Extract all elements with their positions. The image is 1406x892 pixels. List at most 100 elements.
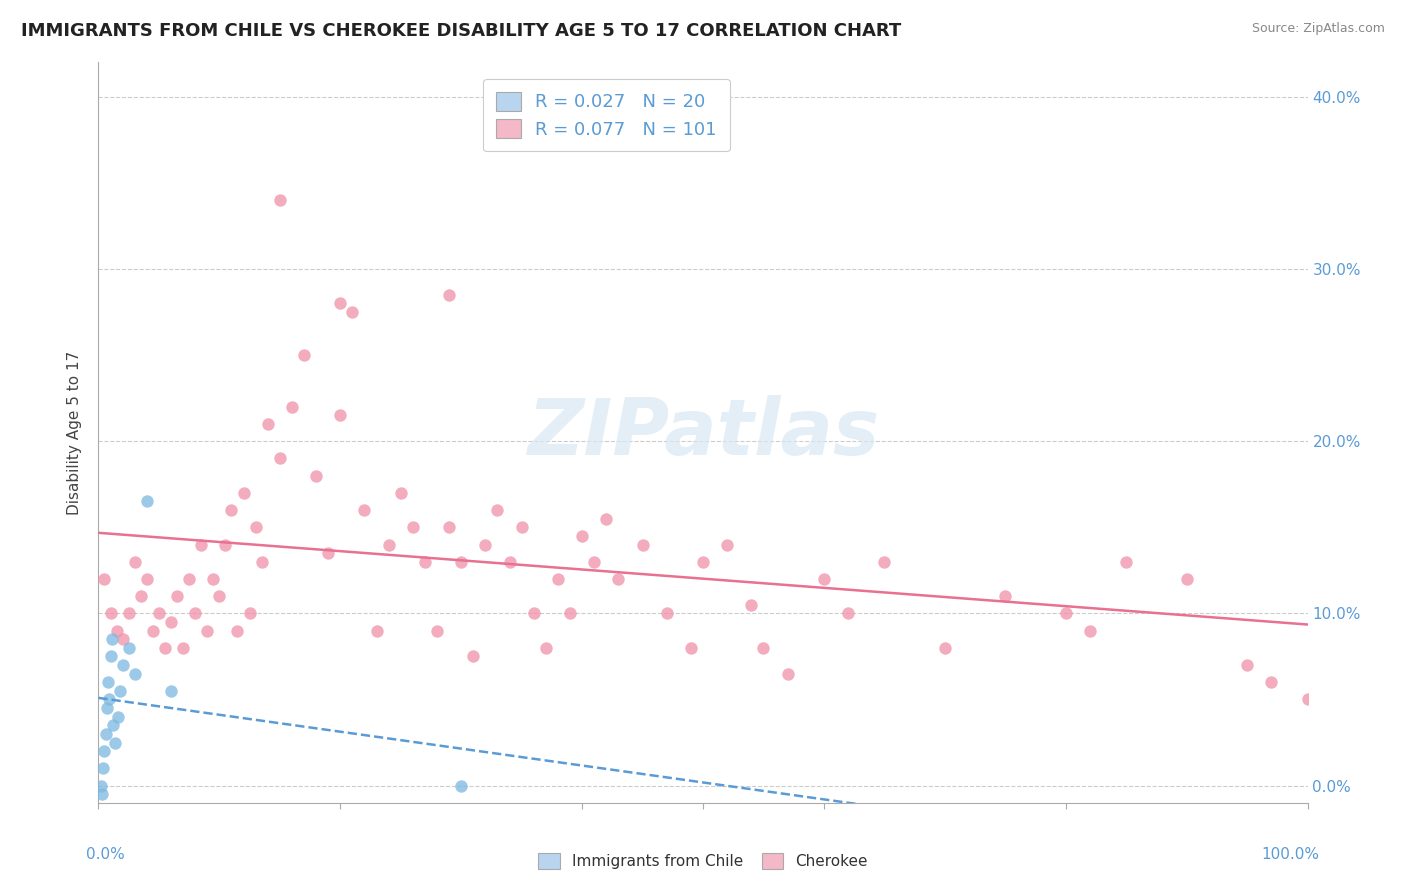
- Point: [1175, 572, 1198, 586]
- Point: [631, 537, 654, 551]
- Point: [607, 572, 630, 586]
- Point: [172, 640, 194, 655]
- Point: [1236, 658, 1258, 673]
- Point: [111, 632, 134, 647]
- Point: [166, 589, 188, 603]
- Point: [124, 666, 146, 681]
- Point: [101, 718, 124, 732]
- Point: [232, 486, 254, 500]
- Point: [1296, 692, 1319, 706]
- Point: [179, 572, 201, 586]
- Point: [994, 589, 1017, 603]
- Point: [208, 589, 231, 603]
- Point: [523, 607, 546, 621]
- Text: ZIPatlas: ZIPatlas: [527, 394, 879, 471]
- Point: [124, 555, 146, 569]
- Point: [91, 761, 114, 775]
- Point: [813, 572, 835, 586]
- Point: [97, 675, 120, 690]
- Point: [571, 529, 593, 543]
- Point: [118, 640, 141, 655]
- Point: [342, 305, 364, 319]
- Point: [1078, 624, 1101, 638]
- Point: [148, 607, 170, 621]
- Point: [195, 624, 218, 638]
- Point: [474, 537, 496, 551]
- Point: [353, 503, 375, 517]
- Point: [111, 658, 134, 673]
- Point: [94, 727, 117, 741]
- Text: 0.0%: 0.0%: [86, 847, 125, 863]
- Point: [98, 692, 121, 706]
- Point: [96, 701, 118, 715]
- Point: [245, 520, 267, 534]
- Point: [292, 348, 315, 362]
- Point: [305, 468, 328, 483]
- Point: [534, 640, 557, 655]
- Point: [104, 735, 127, 749]
- Point: [93, 744, 115, 758]
- Point: [269, 193, 291, 207]
- Point: [776, 666, 799, 681]
- Point: [716, 537, 738, 551]
- Point: [463, 649, 485, 664]
- Point: [692, 555, 714, 569]
- Point: [679, 640, 702, 655]
- Y-axis label: Disability Age 5 to 17: Disability Age 5 to 17: [67, 351, 83, 515]
- Point: [547, 572, 569, 586]
- Point: [366, 624, 388, 638]
- Point: [437, 520, 460, 534]
- Point: [118, 607, 141, 621]
- Point: [655, 607, 678, 621]
- Point: [873, 555, 896, 569]
- Point: [250, 555, 273, 569]
- Point: [100, 649, 122, 664]
- Point: [226, 624, 249, 638]
- Point: [837, 607, 859, 621]
- Point: [281, 400, 304, 414]
- Point: [1115, 555, 1137, 569]
- Point: [108, 684, 131, 698]
- Point: [221, 503, 243, 517]
- Point: [595, 512, 617, 526]
- Point: [437, 288, 460, 302]
- Point: [389, 486, 412, 500]
- Point: [510, 520, 533, 534]
- Point: [377, 537, 399, 551]
- Point: [239, 607, 262, 621]
- Point: [160, 615, 183, 629]
- Point: [1260, 675, 1282, 690]
- Point: [402, 520, 425, 534]
- Legend: Immigrants from Chile, Cherokee: Immigrants from Chile, Cherokee: [533, 847, 873, 875]
- Point: [269, 451, 291, 466]
- Point: [316, 546, 339, 560]
- Point: [100, 632, 122, 647]
- Point: [1054, 607, 1077, 621]
- Point: [450, 779, 472, 793]
- Point: [329, 296, 352, 310]
- Point: [91, 787, 114, 801]
- Point: [90, 779, 112, 793]
- Point: [450, 555, 472, 569]
- Point: [93, 572, 115, 586]
- Point: [135, 494, 157, 508]
- Text: 100.0%: 100.0%: [1261, 847, 1320, 863]
- Point: [105, 624, 128, 638]
- Point: [190, 537, 212, 551]
- Point: [413, 555, 436, 569]
- Point: [558, 607, 581, 621]
- Point: [934, 640, 956, 655]
- Point: [752, 640, 775, 655]
- Point: [100, 607, 122, 621]
- Point: [256, 417, 278, 431]
- Point: [129, 589, 152, 603]
- Point: [214, 537, 236, 551]
- Point: [498, 555, 520, 569]
- Text: Source: ZipAtlas.com: Source: ZipAtlas.com: [1251, 22, 1385, 36]
- Legend: R = 0.027   N = 20, R = 0.077   N = 101: R = 0.027 N = 20, R = 0.077 N = 101: [484, 78, 730, 151]
- Point: [740, 598, 762, 612]
- Point: [135, 572, 157, 586]
- Text: IMMIGRANTS FROM CHILE VS CHEROKEE DISABILITY AGE 5 TO 17 CORRELATION CHART: IMMIGRANTS FROM CHILE VS CHEROKEE DISABI…: [21, 22, 901, 40]
- Point: [486, 503, 509, 517]
- Point: [426, 624, 449, 638]
